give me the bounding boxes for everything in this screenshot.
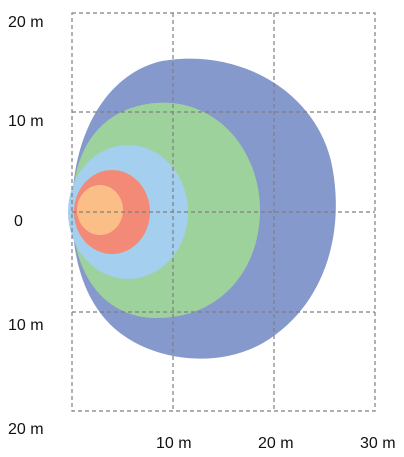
x-axis-labels: 10 m 20 m 30 m <box>156 435 396 452</box>
y-label-bottom-20m: 20 m <box>8 421 44 438</box>
x-label-10m: 10 m <box>156 435 192 452</box>
grid <box>71 12 376 412</box>
x-label-30m: 30 m <box>360 435 396 452</box>
y-label-bottom-10m: 10 m <box>8 317 44 334</box>
y-label-top-20m: 20 m <box>8 14 44 31</box>
x-label-20m: 20 m <box>258 435 294 452</box>
y-label-zero: 0 <box>14 213 23 230</box>
y-axis-labels: 20 m 10 m 0 10 m 20 m <box>8 14 44 438</box>
coverage-zones <box>68 58 336 359</box>
y-label-top-10m: 10 m <box>8 113 44 130</box>
zone-inner <box>77 185 123 235</box>
